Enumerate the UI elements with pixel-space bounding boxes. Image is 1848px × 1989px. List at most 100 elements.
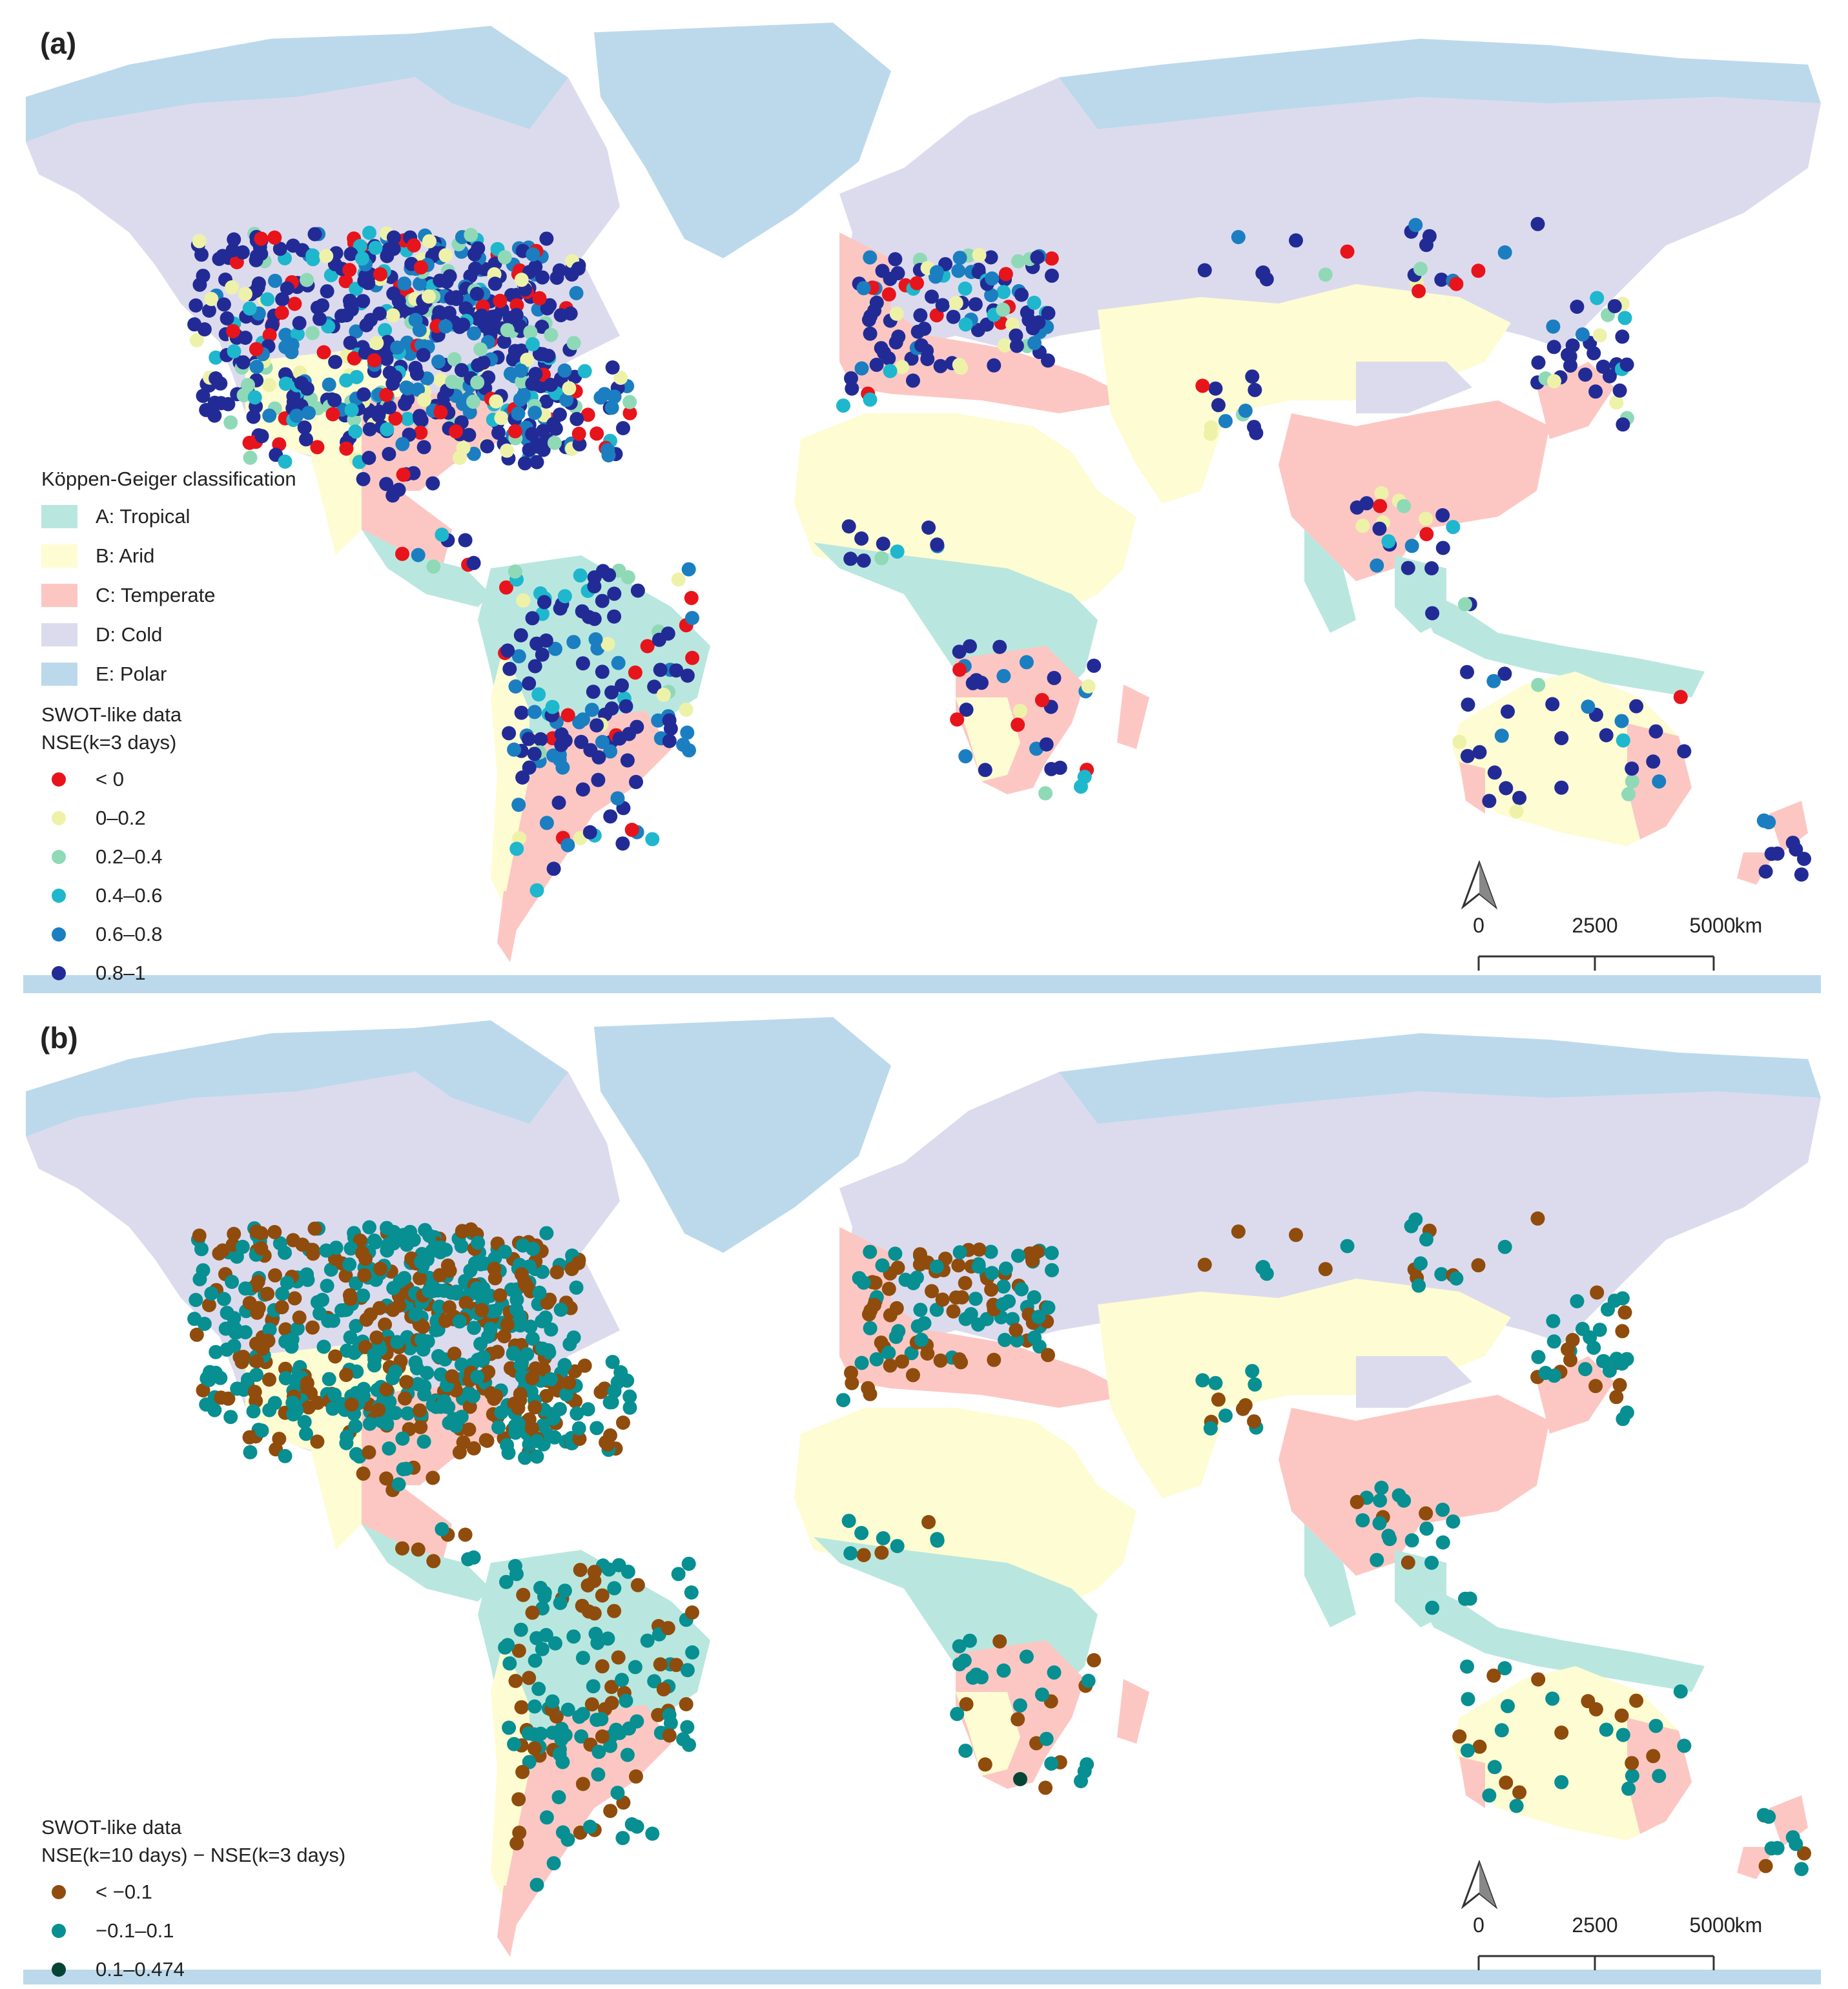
station-marker bbox=[1031, 315, 1046, 330]
station-marker bbox=[432, 1299, 447, 1314]
station-marker bbox=[1461, 697, 1475, 712]
station-marker bbox=[841, 1514, 856, 1529]
station-marker bbox=[622, 406, 637, 420]
station-marker bbox=[1027, 336, 1042, 351]
station-marker bbox=[929, 1259, 944, 1274]
station-marker bbox=[502, 1720, 517, 1735]
station-marker bbox=[1419, 238, 1433, 252]
station-marker bbox=[249, 360, 264, 374]
station-marker bbox=[607, 1603, 622, 1618]
station-marker bbox=[464, 227, 478, 242]
station-marker bbox=[422, 289, 436, 304]
station-marker bbox=[535, 647, 549, 662]
station-marker bbox=[921, 1515, 936, 1529]
station-marker bbox=[1546, 319, 1561, 334]
nse-legend-dot bbox=[52, 927, 66, 942]
station-marker bbox=[935, 298, 950, 313]
station-marker bbox=[254, 429, 269, 444]
station-marker bbox=[328, 1349, 343, 1364]
station-marker bbox=[535, 347, 550, 362]
station-marker bbox=[342, 1288, 357, 1303]
station-marker bbox=[223, 415, 238, 430]
station-marker bbox=[1009, 338, 1024, 353]
station-marker bbox=[951, 1258, 966, 1273]
station-marker bbox=[526, 247, 540, 262]
station-marker bbox=[933, 1353, 948, 1368]
station-marker bbox=[284, 345, 299, 360]
station-marker bbox=[542, 298, 557, 313]
station-marker bbox=[500, 643, 515, 658]
station-marker bbox=[398, 397, 412, 411]
station-marker bbox=[1487, 765, 1502, 780]
station-marker bbox=[520, 353, 535, 367]
station-marker bbox=[225, 280, 240, 294]
koppen-legend-swatch bbox=[41, 662, 77, 686]
station-marker bbox=[267, 1224, 282, 1239]
station-marker bbox=[292, 316, 307, 331]
station-marker bbox=[414, 260, 428, 275]
station-marker bbox=[1446, 1514, 1461, 1529]
station-marker bbox=[438, 1314, 453, 1328]
station-marker bbox=[965, 1670, 980, 1685]
station-markers-a bbox=[187, 216, 1811, 898]
station-marker bbox=[1087, 1653, 1102, 1667]
station-marker bbox=[952, 1352, 967, 1366]
station-marker bbox=[488, 276, 502, 291]
station-marker bbox=[471, 1352, 486, 1367]
koppen-legend-swatch bbox=[41, 544, 77, 568]
station-marker bbox=[959, 1697, 974, 1711]
station-marker bbox=[1419, 511, 1433, 526]
diff-legend-row: < −0.1 bbox=[41, 1873, 345, 1912]
station-marker bbox=[1044, 251, 1059, 266]
station-marker bbox=[1616, 1412, 1630, 1427]
station-marker bbox=[904, 351, 919, 366]
station-marker bbox=[1554, 1726, 1569, 1740]
station-marker bbox=[508, 1674, 523, 1688]
station-marker bbox=[1397, 499, 1412, 513]
station-marker bbox=[349, 324, 364, 339]
station-marker bbox=[408, 1307, 423, 1322]
diff-legend-label: −0.1–0.1 bbox=[96, 1919, 174, 1942]
nse-legend-row: < 0 bbox=[41, 760, 181, 799]
station-marker bbox=[863, 1321, 878, 1335]
station-marker bbox=[356, 294, 371, 309]
station-marker bbox=[854, 1525, 869, 1540]
station-marker bbox=[681, 562, 696, 577]
station-marker bbox=[952, 644, 967, 659]
station-marker bbox=[1419, 527, 1434, 542]
station-marker bbox=[574, 1729, 589, 1744]
station-marker bbox=[220, 1306, 234, 1320]
station-marker bbox=[1247, 382, 1262, 397]
station-marker bbox=[254, 1241, 269, 1255]
station-marker bbox=[196, 269, 210, 283]
station-marker bbox=[992, 639, 1007, 654]
station-marker bbox=[1197, 263, 1212, 278]
station-marker bbox=[481, 1365, 496, 1379]
station-marker bbox=[480, 1434, 495, 1448]
station-marker bbox=[373, 267, 387, 282]
station-marker bbox=[890, 1539, 905, 1554]
station-marker bbox=[890, 266, 905, 281]
nse-legend-label: 0–0.2 bbox=[96, 807, 146, 829]
station-marker bbox=[529, 439, 544, 454]
station-marker bbox=[327, 1387, 342, 1402]
station-marker bbox=[246, 409, 261, 424]
station-marker bbox=[630, 1578, 645, 1592]
nse-legend-row: 0.4–0.6 bbox=[41, 876, 181, 915]
station-marker bbox=[438, 248, 453, 263]
station-marker bbox=[380, 422, 395, 437]
station-marker bbox=[529, 1877, 544, 1892]
station-marker bbox=[1231, 1224, 1246, 1239]
station-marker bbox=[904, 1346, 919, 1361]
station-marker bbox=[458, 533, 473, 548]
station-marker bbox=[280, 1275, 294, 1290]
station-marker bbox=[573, 568, 588, 583]
scale-label-0: 0 bbox=[1473, 914, 1484, 937]
station-marker bbox=[601, 637, 615, 652]
station-marker bbox=[545, 1694, 560, 1709]
station-marker bbox=[216, 297, 231, 312]
station-marker bbox=[514, 1700, 529, 1715]
station-marker bbox=[531, 1682, 546, 1696]
station-marker bbox=[856, 1548, 871, 1563]
station-marker bbox=[1408, 218, 1423, 232]
